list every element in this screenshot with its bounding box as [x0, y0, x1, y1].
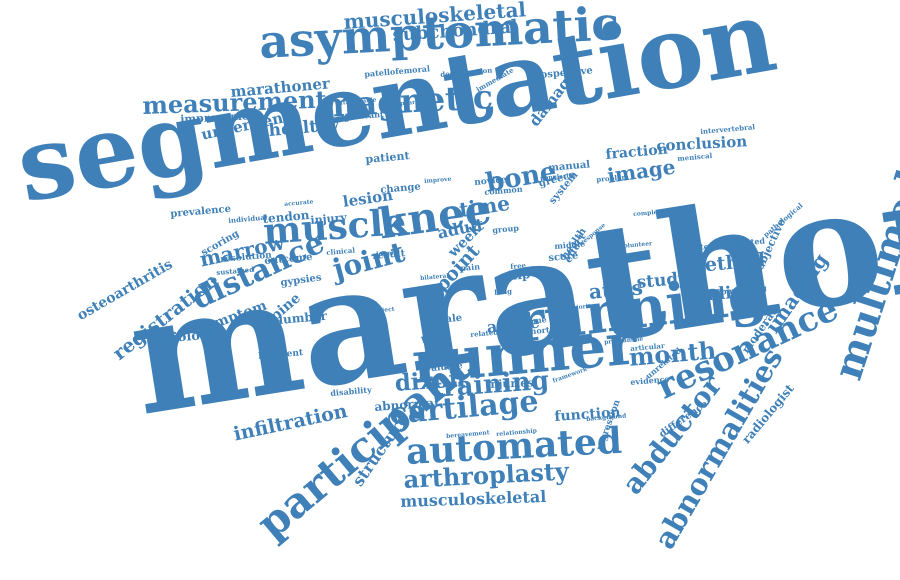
word-problem: problem — [595, 172, 630, 184]
word-injury: injury — [309, 210, 348, 227]
word-study: study — [635, 268, 689, 293]
word-cohort: cohort — [519, 324, 550, 337]
word-injuries: injuries — [485, 376, 534, 391]
word-prevalence: prevalence — [169, 203, 232, 220]
word-free: free — [509, 260, 527, 271]
word-clinical: clinical — [325, 245, 356, 257]
word-pain: pain — [459, 261, 481, 273]
word-related: related — [469, 327, 499, 339]
word-common: common — [483, 183, 523, 197]
word-musculoskeletal: musculoskeletal — [399, 486, 547, 511]
word-improve: improve — [423, 175, 452, 185]
word-intervertebral: intervertebral — [699, 122, 756, 136]
word-atlas: atlas — [587, 275, 644, 304]
word-patient: patient — [364, 149, 411, 166]
word-group: group — [491, 222, 520, 235]
word-lung: lung — [493, 286, 513, 297]
word-meniscal: meniscal — [676, 150, 713, 163]
